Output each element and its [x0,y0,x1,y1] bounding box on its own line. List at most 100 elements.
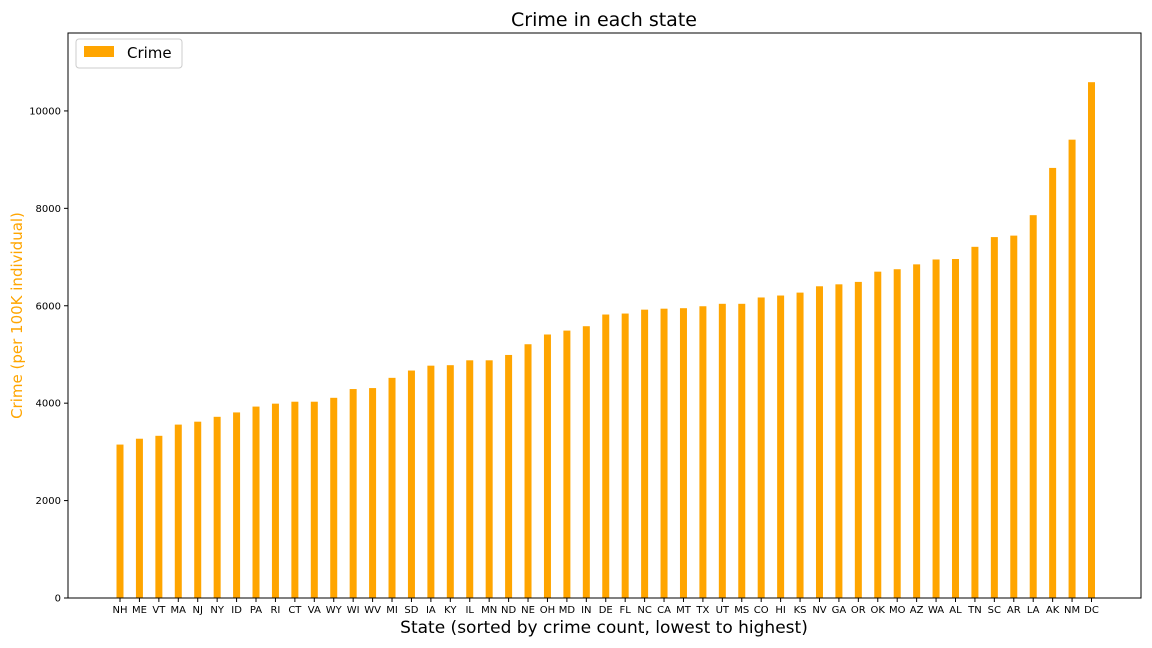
x-tick-label: KY [444,605,457,616]
x-tick-label: AL [949,605,962,616]
x-tick-label: MO [889,605,906,616]
bar-ma [174,424,182,598]
bar-ia [427,365,435,598]
bar-nd [505,354,513,598]
bar-ct [291,401,299,598]
bar-ok [874,271,882,598]
bar-vt [155,435,163,598]
bar-ri [271,403,279,598]
bar-id [233,412,241,598]
x-tick-label: OH [540,605,555,616]
x-tick-label: MT [676,605,692,616]
x-tick-label: CT [288,605,302,616]
bar-ak [1049,167,1057,599]
bar-mi [388,377,396,598]
x-tick-label: WY [326,605,343,616]
bar-tx [699,306,707,598]
x-tick-label: IA [426,605,436,616]
bars-group [116,82,1095,599]
y-tick-label: 6000 [36,301,61,312]
x-tick-label: WI [347,605,360,616]
x-tick-label: WV [364,605,381,616]
x-tick-label: GA [832,605,847,616]
legend-swatch [84,46,114,57]
x-tick-label: SD [404,605,418,616]
x-tick-label: AR [1007,605,1021,616]
x-tick-label: CA [657,605,671,616]
bar-wv [369,388,377,598]
x-tick-label: HI [775,605,785,616]
x-tick-label: CO [754,605,769,616]
x-tick-label: NY [210,605,224,616]
x-tick-label: NH [113,605,128,616]
x-tick-label: LA [1027,605,1040,616]
bar-va [310,401,318,598]
bar-in [582,326,590,598]
bar-wa [932,259,940,598]
bar-ks [796,292,804,598]
x-tick-label: KS [794,605,807,616]
bar-ca [660,308,668,598]
x-tick-label: NV [812,605,826,616]
bar-az [913,264,921,598]
y-tick-label: 2000 [36,496,61,507]
x-axis: NH ME VT MA NJ NY ID PA RI CT VA WY WI WV MI SD IA KY IL MN… [113,598,1099,616]
x-tick-label: UT [716,605,730,616]
bar-wy [330,397,338,598]
x-tick-label: IN [581,605,591,616]
x-tick-label: AK [1046,605,1060,616]
bar-oh [543,334,551,598]
legend-label: Crime [127,44,172,62]
x-tick-label: MA [171,605,187,616]
x-tick-label: OK [871,605,886,616]
x-tick-label: ID [231,605,242,616]
x-tick-label: TN [967,605,982,616]
y-tick-label: 4000 [36,399,61,410]
bar-hi [777,295,785,598]
bar-sc [990,237,998,598]
x-tick-label: MN [481,605,497,616]
x-tick-label: DE [599,605,613,616]
x-tick-label: TX [695,605,709,616]
y-tick-label: 0 [55,594,61,605]
bar-wi [349,389,357,598]
x-tick-label: NJ [193,605,203,616]
x-tick-label: ND [501,605,516,616]
bar-me [135,438,143,598]
bar-ky [446,365,454,598]
bar-fl [621,313,629,598]
bar-nm [1068,139,1076,599]
x-axis-label: State (sorted by crime count, lowest to … [400,618,808,638]
x-tick-label: RI [270,605,280,616]
bar-nc [641,309,649,598]
bar-mo [893,269,901,598]
bar-nh [116,444,124,598]
x-tick-label: AZ [910,605,924,616]
x-tick-label: VT [152,605,166,616]
bar-il [466,360,474,598]
bar-co [757,297,765,598]
bar-or [854,281,862,598]
bar-de [602,314,610,598]
bar-ne [524,344,532,598]
bar-al [951,259,959,598]
y-axis-label: Crime (per 100K individual) [8,212,26,419]
x-tick-label: DC [1084,605,1099,616]
bar-ms [738,303,746,598]
legend: Crime [75,38,183,69]
bar-md [563,330,571,598]
x-tick-label: OR [851,605,866,616]
y-tick-label: 10000 [29,106,61,117]
bar-ar [1010,235,1018,598]
x-tick-label: PA [250,605,262,616]
x-tick-label: IL [465,605,474,616]
y-tick-label: 8000 [36,204,61,215]
bar-ut [718,303,726,598]
x-tick-label: SC [988,605,1001,616]
x-tick-label: MI [386,605,398,616]
x-tick-label: ME [132,605,147,616]
x-tick-label: FL [620,605,632,616]
x-tick-label: MS [734,605,749,616]
